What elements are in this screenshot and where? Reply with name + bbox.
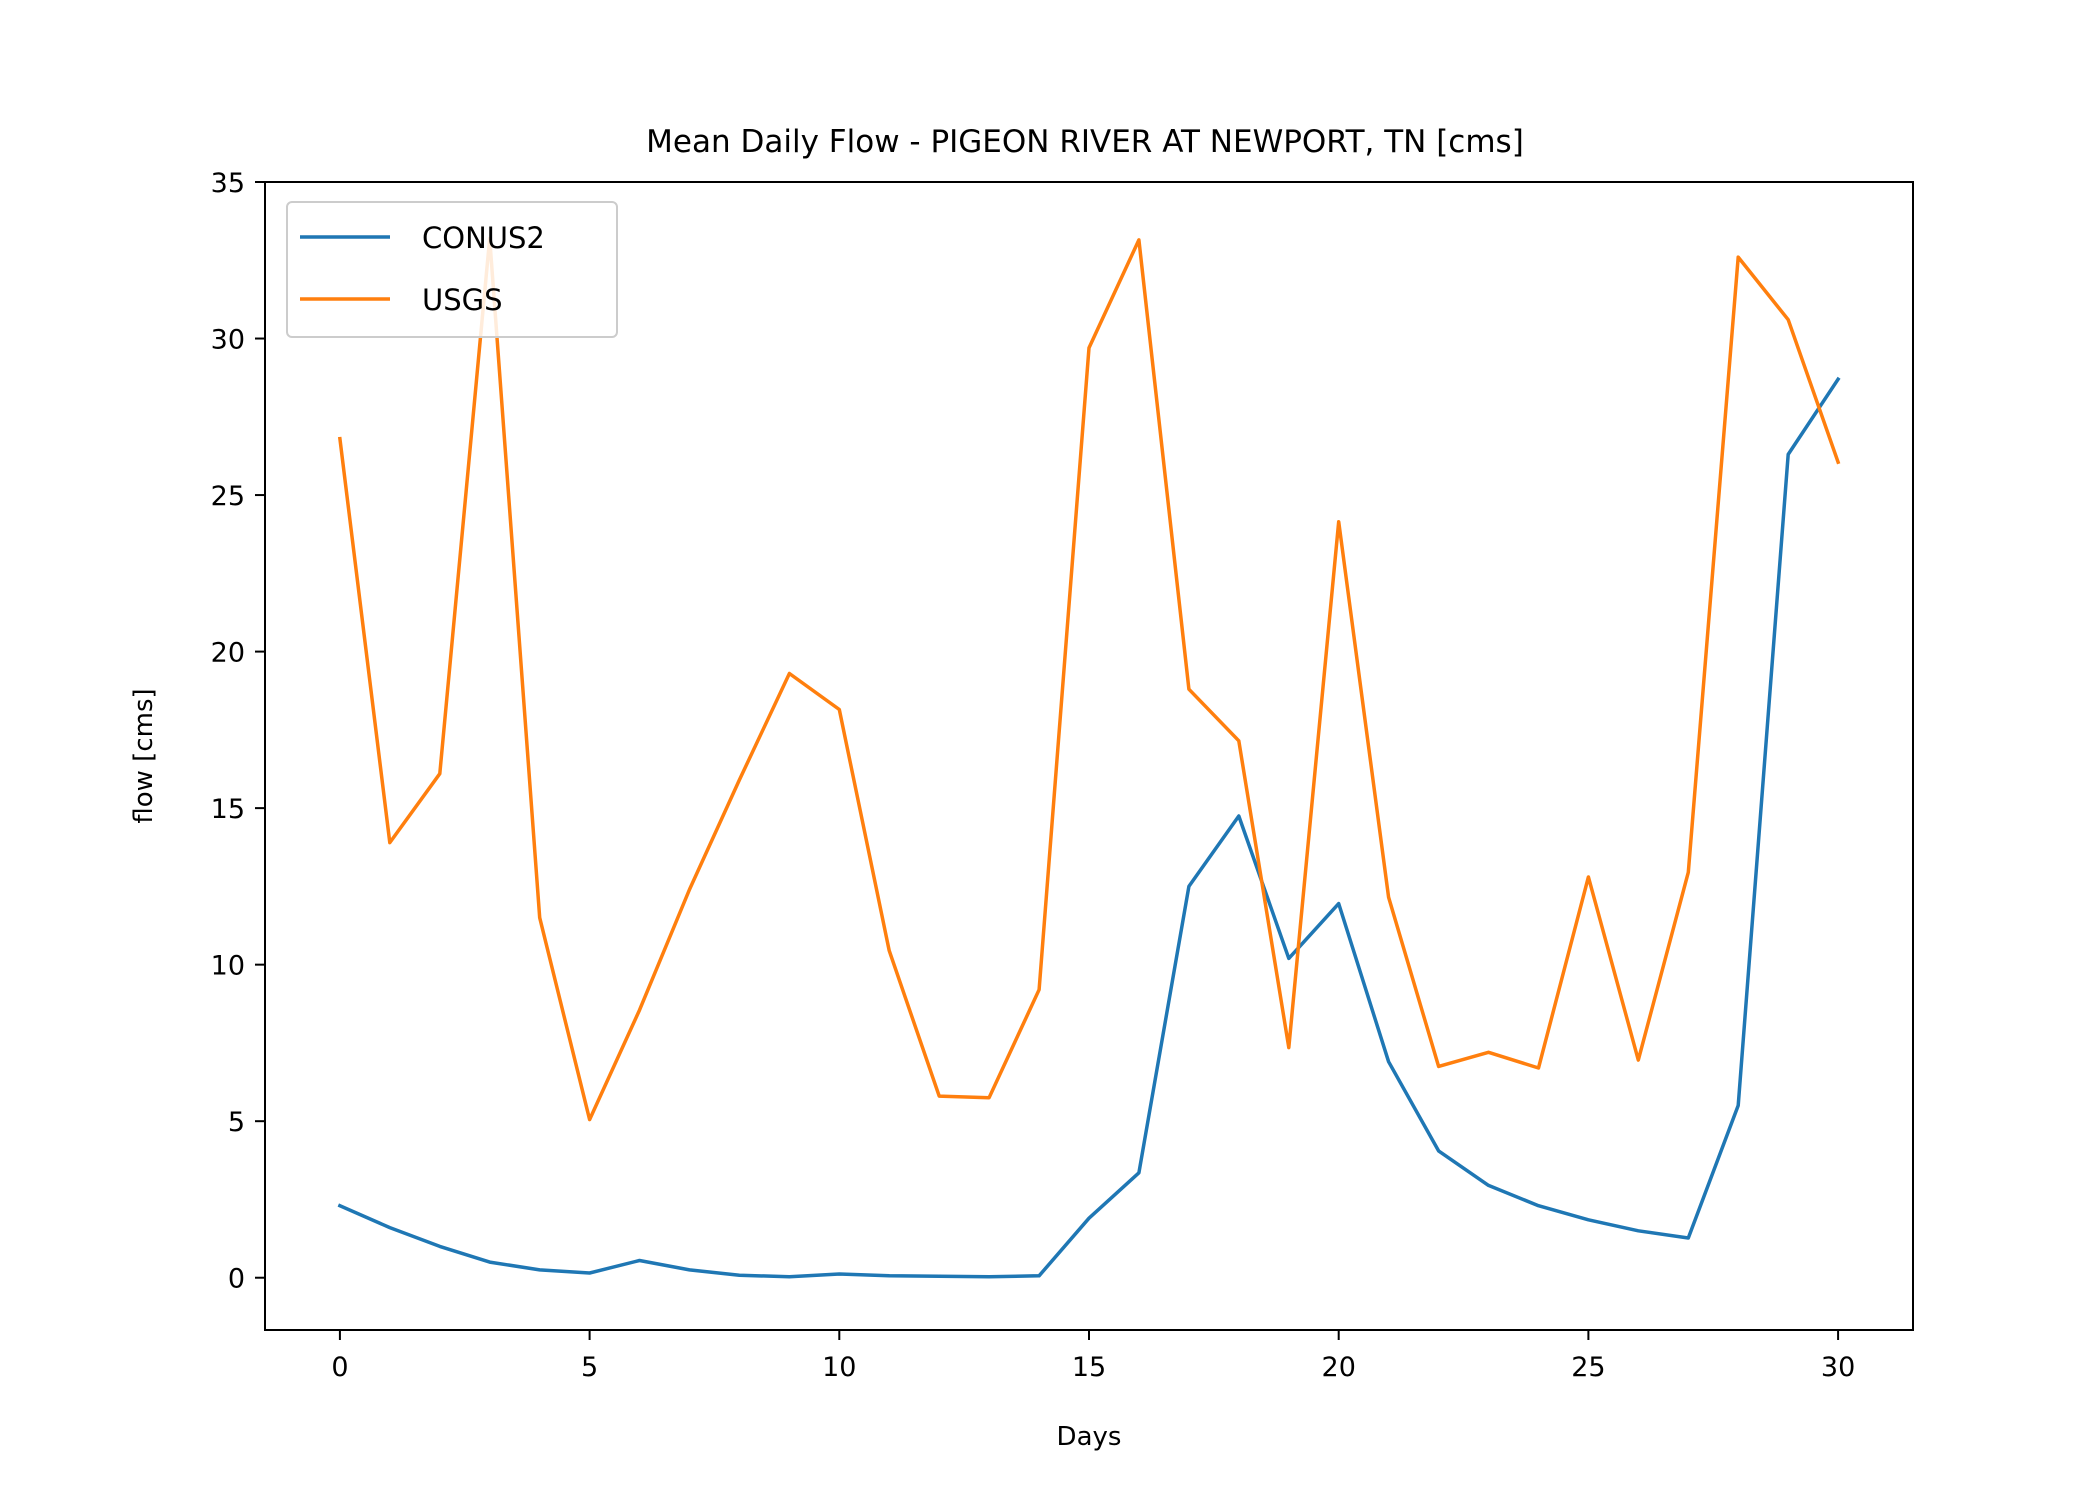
data-point-usgs: [935, 1092, 943, 1100]
data-point-usgs: [1634, 1056, 1642, 1064]
data-point-conus2: [436, 1242, 444, 1250]
chart-title: Mean Daily Flow - PIGEON RIVER AT NEWPOR…: [646, 124, 1524, 160]
data-point-conus2: [1684, 1234, 1692, 1242]
data-point-usgs: [636, 1006, 644, 1014]
data-point-conus2: [1784, 450, 1792, 458]
data-point-usgs: [1135, 236, 1143, 244]
y-axis-label: flow [cms]: [129, 688, 159, 823]
data-point-conus2: [1385, 1058, 1393, 1066]
data-point-conus2: [1185, 882, 1193, 890]
data-point-usgs: [1535, 1064, 1543, 1072]
data-point-conus2: [885, 1272, 893, 1280]
y-tick-label: 30: [211, 325, 245, 356]
x-axis-label: Days: [1057, 1422, 1122, 1452]
data-point-usgs: [1435, 1062, 1443, 1070]
y-tick-label: 15: [211, 794, 245, 825]
data-point-usgs: [1185, 685, 1193, 693]
data-point-usgs: [1035, 986, 1043, 994]
data-point-usgs: [686, 886, 694, 894]
data-point-usgs: [885, 947, 893, 955]
data-point-conus2: [636, 1257, 644, 1265]
data-point-usgs: [1285, 1044, 1293, 1052]
data-point-conus2: [1834, 375, 1842, 383]
data-point-usgs: [1684, 868, 1692, 876]
data-point-usgs: [336, 435, 344, 443]
data-point-usgs: [1834, 458, 1842, 466]
x-tick-label: 10: [822, 1352, 856, 1383]
y-tick-label: 10: [211, 951, 245, 982]
y-tick-label: 20: [211, 638, 245, 669]
legend-label-usgs: USGS: [422, 283, 503, 317]
data-point-usgs: [835, 706, 843, 714]
y-tick-label: 0: [228, 1264, 245, 1295]
data-point-conus2: [386, 1224, 394, 1232]
data-point-conus2: [1435, 1147, 1443, 1155]
data-point-usgs: [735, 776, 743, 784]
x-tick-label: 15: [1072, 1352, 1106, 1383]
data-point-conus2: [1135, 1169, 1143, 1177]
data-point-conus2: [1634, 1227, 1642, 1235]
y-tick-label: 25: [211, 481, 245, 512]
data-point-usgs: [985, 1094, 993, 1102]
data-point-conus2: [686, 1266, 694, 1274]
data-point-usgs: [1335, 518, 1343, 526]
data-point-usgs: [386, 839, 394, 847]
data-point-conus2: [486, 1258, 494, 1266]
x-tick-label: 0: [331, 1352, 348, 1383]
data-point-conus2: [1535, 1202, 1543, 1210]
data-point-usgs: [436, 770, 444, 778]
x-tick-label: 5: [581, 1352, 598, 1383]
series-line-usgs: [337, 236, 1841, 1122]
data-point-conus2: [1335, 900, 1343, 908]
y-tick-label: 5: [228, 1107, 245, 1138]
data-point-conus2: [735, 1271, 743, 1279]
data-point-conus2: [586, 1269, 594, 1277]
x-tick-label: 20: [1322, 1352, 1356, 1383]
data-point-usgs: [1235, 737, 1243, 745]
data-point-conus2: [536, 1266, 544, 1274]
y-tick-label: 35: [211, 168, 245, 199]
data-point-conus2: [336, 1202, 344, 1210]
data-point-usgs: [1734, 253, 1742, 261]
data-point-conus2: [1085, 1214, 1093, 1222]
data-point-usgs: [586, 1116, 594, 1124]
data-point-conus2: [1285, 954, 1293, 962]
x-tick-label: 25: [1571, 1352, 1605, 1383]
data-point-conus2: [1485, 1181, 1493, 1189]
data-point-conus2: [935, 1272, 943, 1280]
legend: CONUS2 USGS: [286, 201, 618, 338]
data-point-conus2: [1235, 812, 1243, 820]
data-point-usgs: [1584, 873, 1592, 881]
legend-label-conus2: CONUS2: [422, 221, 545, 255]
data-point-usgs: [1085, 344, 1093, 352]
data-point-usgs: [1385, 893, 1393, 901]
data-point-usgs: [1784, 316, 1792, 324]
data-point-conus2: [1734, 1102, 1742, 1110]
x-tick-label: 30: [1821, 1352, 1855, 1383]
data-point-conus2: [1584, 1216, 1592, 1224]
data-point-usgs: [1485, 1048, 1493, 1056]
data-point-conus2: [1035, 1272, 1043, 1280]
data-point-usgs: [536, 914, 544, 922]
data-point-conus2: [785, 1273, 793, 1281]
data-point-usgs: [785, 670, 793, 678]
data-point-conus2: [985, 1273, 993, 1281]
series-line-conus2: [337, 376, 1841, 1279]
data-point-conus2: [835, 1270, 843, 1278]
